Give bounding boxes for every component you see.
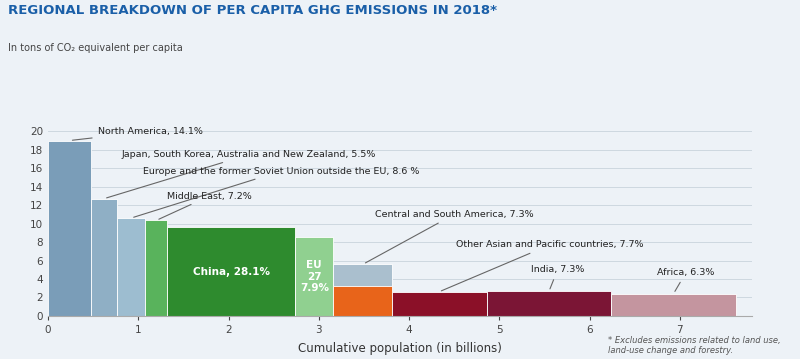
Bar (146, 220, 167, 316)
Text: China, 28.1%: China, 28.1% (193, 267, 270, 276)
Text: EU
27
7.9%: EU 27 7.9% (300, 260, 329, 293)
Bar (392, 292, 486, 316)
Bar (334, 286, 392, 316)
Bar (117, 218, 146, 316)
Text: REGIONAL BREAKDOWN OF PER CAPITA GHG EMISSIONS IN 2018*: REGIONAL BREAKDOWN OF PER CAPITA GHG EMI… (8, 4, 497, 17)
Text: In tons of CO₂ equivalent per capita: In tons of CO₂ equivalent per capita (8, 43, 182, 53)
Text: Central and South America, 7.3%: Central and South America, 7.3% (366, 210, 534, 263)
Bar (167, 227, 295, 316)
Bar (611, 294, 736, 316)
Text: India, 7.3%: India, 7.3% (531, 265, 584, 289)
Bar (486, 292, 611, 316)
Text: * Excludes emissions related to land use,
land-use change and forestry.: * Excludes emissions related to land use… (608, 336, 781, 355)
Text: Japan, South Korea, Australia and New Zealand, 5.5%: Japan, South Korea, Australia and New Ze… (106, 150, 376, 198)
X-axis label: Cumulative population (in billions): Cumulative population (in billions) (298, 342, 502, 355)
Bar (295, 237, 334, 316)
Text: Africa, 6.3%: Africa, 6.3% (658, 268, 714, 292)
Text: Europe and the former Soviet Union outside the EU, 8.6 %: Europe and the former Soviet Union outsi… (134, 167, 419, 217)
Bar (334, 264, 392, 316)
Text: North America, 14.1%: North America, 14.1% (73, 127, 202, 140)
Text: Middle East, 7.2%: Middle East, 7.2% (159, 192, 252, 219)
Bar (48, 140, 91, 316)
Text: Other Asian and Pacific countries, 7.7%: Other Asian and Pacific countries, 7.7% (442, 241, 643, 291)
Bar (91, 199, 117, 316)
